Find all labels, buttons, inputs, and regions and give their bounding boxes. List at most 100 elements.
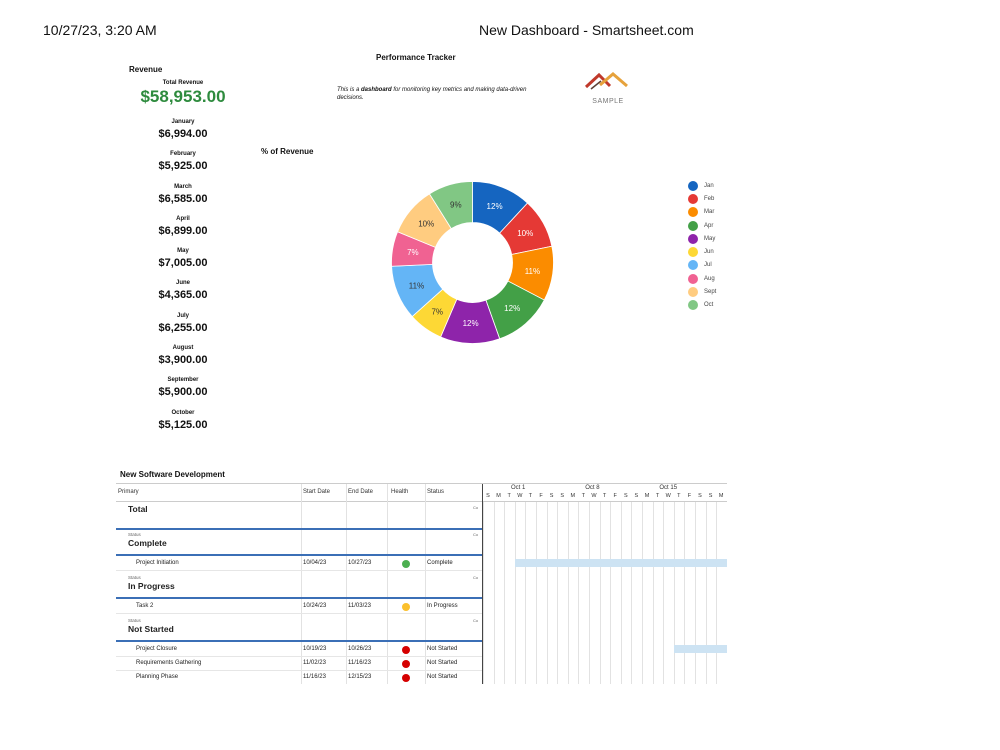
gantt-day-line: [673, 501, 675, 684]
donut-slice-oct[interactable]: [428, 181, 473, 230]
total-revenue-value: $58,953.00: [140, 87, 226, 106]
revenue-month-value: $6,994.00: [158, 128, 208, 140]
legend-item[interactable]: Mar: [688, 206, 716, 219]
gantt-day-line: [695, 501, 696, 684]
gantt-day-label: T: [655, 493, 660, 499]
total-label: Total: [128, 504, 148, 514]
donut-label-aug: 7%: [407, 248, 419, 257]
donut-label-may: 12%: [463, 319, 479, 328]
legend-item[interactable]: Oct: [688, 299, 716, 312]
group-row[interactable]: Status Complete Co: [116, 532, 482, 554]
legend-item[interactable]: May: [688, 232, 716, 245]
col-end-date[interactable]: End Date: [348, 489, 374, 495]
group-field-label: Status: [128, 575, 141, 580]
sample-logo: SAMPLE: [583, 69, 633, 114]
col-health[interactable]: Health: [391, 489, 409, 495]
legend-swatch: [688, 233, 698, 244]
group-name: Complete: [128, 538, 167, 548]
revenue-month-label: September: [167, 377, 199, 384]
legend-item[interactable]: Jul: [688, 259, 716, 272]
gantt-day-line: [589, 501, 590, 684]
col-start-date[interactable]: Start Date: [303, 489, 331, 495]
table-row[interactable]: Planning Phase 11/16/23 12/15/23 Not Starte…: [116, 671, 482, 684]
revenue-month-label: March: [174, 183, 192, 190]
table-row[interactable]: Project Closure 10/19/23 10/26/23 Not Start…: [116, 643, 482, 657]
task-end: 11/16/23: [348, 660, 371, 666]
revenue-month-value: $4,365.00: [158, 289, 208, 302]
revenue-month-value: $5,925.00: [158, 160, 208, 173]
gantt-day-line: [567, 501, 569, 684]
legend-swatch: [688, 207, 698, 218]
group-separator: [116, 528, 482, 530]
logo-text: SAMPLE: [592, 98, 624, 105]
gantt-day-line: [546, 501, 548, 684]
legend-item[interactable]: Apr: [688, 219, 716, 232]
group-row[interactable]: Status Not Started Co: [116, 618, 482, 640]
group-separator: [116, 640, 482, 642]
legend-item[interactable]: Aug: [688, 272, 716, 285]
revenue-month-value: $3,900.00: [158, 354, 208, 367]
clipped-cell: Co: [473, 532, 479, 537]
gantt-day-label: M: [570, 493, 576, 499]
donut-label-sept: 10%: [418, 220, 434, 229]
group-row[interactable]: Status In Progress Co: [116, 575, 482, 597]
gantt-day-label: F: [539, 493, 543, 499]
gantt-day-label: F: [687, 493, 692, 499]
revenue-month-label: February: [170, 151, 196, 158]
group-field-label: Status: [128, 618, 141, 623]
column-divider: [301, 484, 302, 684]
gantt-day-line: [620, 501, 622, 684]
gantt-chart: Oct 1 Oct 8 Oct 15 S M T W T F S S M T W T F S S M T W T F S S M: [483, 484, 727, 684]
donut-label-jun: 7%: [431, 308, 443, 317]
group-separator: [116, 554, 482, 556]
project-title: New Software Development: [120, 470, 225, 479]
task-start: 10/24/23: [303, 603, 327, 609]
legend-swatch: [688, 247, 698, 258]
legend-item[interactable]: Jun: [688, 245, 716, 258]
legend-item[interactable]: Sept: [688, 285, 716, 298]
col-status[interactable]: Status: [427, 489, 445, 495]
legend-swatch: [688, 193, 698, 204]
gantt-week-label: Oct 15: [659, 485, 678, 491]
table-row[interactable]: Project Initiation 10/04/23 10/27/23 Comple…: [116, 557, 482, 571]
revenue-month-label: July: [176, 312, 189, 319]
gantt-day-label: S: [486, 493, 490, 499]
donut-label-feb: 10%: [517, 229, 533, 238]
revenue-month-label: January: [171, 119, 195, 125]
chart-legend: Jan Feb Mar Apr May Jun Jul Aug Sept Oct: [688, 179, 716, 312]
legend-label: Jul: [704, 262, 712, 269]
gantt-bar[interactable]: [673, 645, 727, 653]
gantt-day-line: [663, 501, 665, 684]
revenue-month-label: October: [171, 409, 195, 416]
legend-label: May: [704, 235, 716, 242]
legend-swatch: [688, 300, 698, 311]
total-revenue-label: Total Revenue: [162, 80, 204, 86]
revenue-donut-chart: 12% 10% 11% 12% 12% 7% 11% 7% 10% 9%: [391, 181, 554, 344]
gantt-day-line: [631, 501, 633, 684]
total-row[interactable]: Total Co: [116, 501, 482, 529]
legend-label: Mar: [704, 209, 715, 216]
gantt-day-label: M: [496, 493, 501, 499]
column-divider: [346, 484, 347, 684]
tracker-title: Performance Tracker: [376, 53, 456, 62]
revenue-month-label: June: [175, 280, 190, 287]
revenue-month-value: $5,125.00: [158, 418, 208, 431]
revenue-month: September $5,900.00: [123, 377, 243, 409]
gantt-header-line: [483, 501, 727, 502]
gantt-bar[interactable]: [514, 559, 727, 567]
task-status: Complete: [427, 560, 453, 566]
gantt-day-line: [536, 501, 537, 684]
legend-item[interactable]: Jan: [688, 179, 716, 192]
task-end: 10/27/23: [348, 560, 372, 566]
col-primary[interactable]: Primary: [118, 489, 139, 495]
donut-label-oct: 9%: [450, 200, 462, 209]
table-row[interactable]: Task 2 10/24/23 11/03/23 In Progress: [116, 600, 482, 614]
tracker-description: This is a dashboard for monitoring key m…: [337, 87, 527, 101]
legend-item[interactable]: Feb: [688, 192, 716, 205]
gantt-day-line: [514, 501, 516, 684]
revenue-month-label: May: [177, 248, 189, 255]
table-row[interactable]: Requirements Gathering 11/02/23 11/16/23 No…: [116, 657, 482, 671]
group-separator: [116, 597, 482, 599]
task-start: 11/16/23: [303, 674, 326, 680]
donut-label-mar: 11%: [525, 267, 540, 276]
